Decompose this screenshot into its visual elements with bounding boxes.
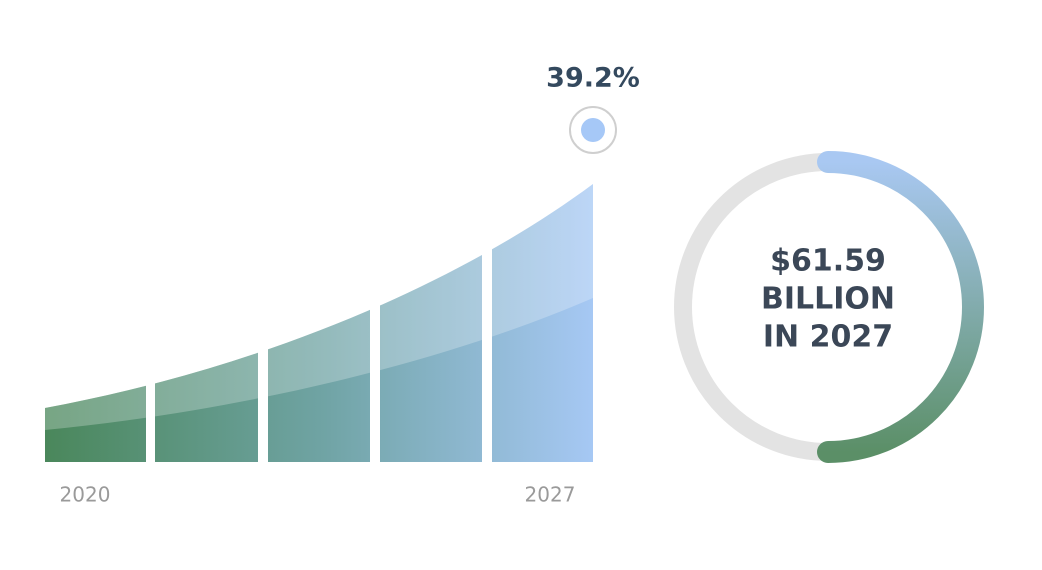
end-year: 2027 — [525, 483, 576, 507]
gap — [482, 150, 492, 470]
gap — [370, 150, 380, 470]
ring-progress — [817, 151, 984, 463]
marker-dot — [581, 118, 605, 142]
market-line: BILLION — [761, 282, 895, 317]
start-year: 2020 — [60, 483, 111, 507]
growth-rate: 39.2% — [546, 63, 640, 94]
gap — [258, 150, 268, 470]
gap — [146, 150, 155, 470]
market-line: $61.59 — [770, 244, 886, 279]
market-line: IN 2027 — [763, 320, 893, 355]
area-shape — [45, 184, 593, 462]
growth-area — [45, 150, 593, 470]
